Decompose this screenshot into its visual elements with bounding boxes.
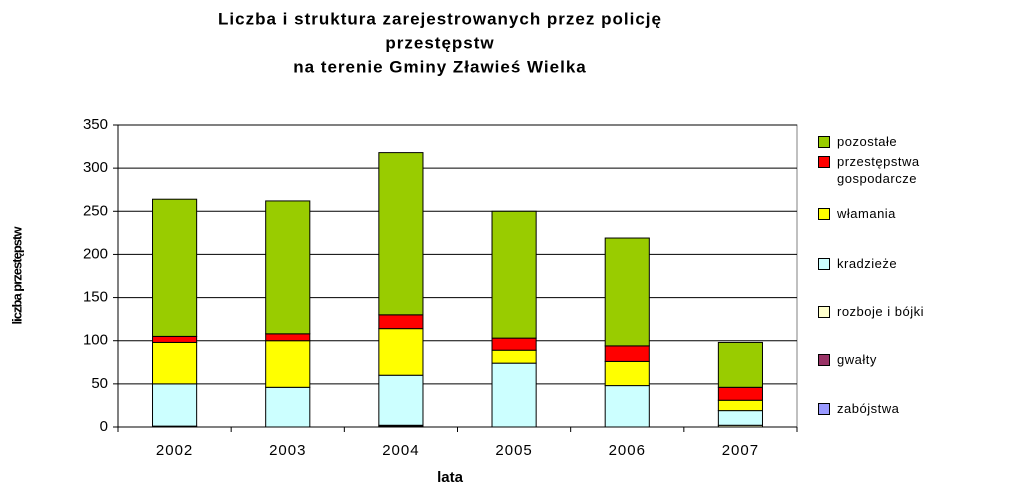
y-tick-label: 200: [83, 245, 108, 262]
legend-label: przestępstwa gospodarcze: [837, 154, 920, 186]
legend-item: rozboje i bójki: [818, 303, 1018, 320]
bar-segment: [717, 386, 763, 401]
y-axis-label: liczba przestępstw: [9, 226, 24, 325]
x-tick-label: 2005: [495, 442, 532, 459]
legend-item: przestępstwa gospodarcze: [818, 153, 1018, 187]
y-tick-label: 0: [100, 418, 108, 435]
chart-title: przestępstw: [385, 33, 494, 52]
legend-swatch: [818, 208, 830, 220]
legend-item: włamania: [818, 205, 1018, 222]
x-axis-label: lata: [437, 469, 464, 486]
chart-title: Liczba i struktura zarejestrowanych prze…: [218, 9, 662, 28]
bar-segment: [604, 345, 650, 362]
bar-segment: [152, 383, 198, 427]
bar-segment: [717, 399, 763, 412]
bar-segment: [491, 337, 537, 351]
x-tick-label: 2007: [722, 442, 759, 459]
y-tick-label: 100: [83, 332, 108, 349]
legend-label: pozostałe: [837, 134, 898, 149]
bar-segment: [378, 374, 424, 426]
bar-segment: [265, 340, 311, 388]
x-tick-label: 2004: [382, 442, 419, 459]
legend-item: pozostałe: [818, 133, 1018, 150]
bar-segment: [265, 386, 311, 428]
legend-swatch: [818, 156, 830, 168]
y-tick-label: 150: [83, 289, 108, 306]
legend-label: kradzieże: [837, 256, 898, 271]
legend-label: zabójstwa: [837, 401, 900, 416]
legend-label: gwałty: [837, 352, 877, 367]
legend-swatch: [818, 258, 830, 270]
legend-swatch: [818, 136, 830, 148]
bar-segment: [378, 314, 424, 330]
legend-swatch: [818, 403, 830, 415]
bar-segment: [265, 333, 311, 342]
x-tick-label: 2003: [269, 442, 306, 459]
y-tick-label: 350: [83, 116, 108, 133]
legend-item: kradzieże: [818, 255, 1018, 272]
bar-segment: [378, 152, 424, 316]
plot-area: [117, 124, 798, 428]
bar-segment: [378, 328, 424, 376]
x-tick-label: 2006: [609, 442, 646, 459]
bar-segment: [604, 360, 650, 387]
legend-label: rozboje i bójki: [837, 304, 924, 319]
legend-swatch: [818, 306, 830, 318]
chart-title: na terenie Gminy Zławieś Wielka: [293, 57, 587, 76]
bar-segment: [717, 410, 763, 426]
bar-segment: [491, 349, 537, 364]
legend-label: włamania: [837, 206, 896, 221]
y-tick-label: 300: [83, 159, 108, 176]
bar-segment: [604, 385, 650, 428]
bar-segment: [152, 198, 198, 337]
y-tick-label: 50: [91, 375, 108, 392]
bar-segment: [717, 341, 763, 388]
x-tick-label: 2002: [156, 442, 193, 459]
bar-segment: [152, 335, 198, 343]
bar-segment: [265, 200, 311, 335]
y-tick-label: 250: [83, 202, 108, 219]
legend-item: zabójstwa: [818, 400, 1018, 417]
legend-item: gwałty: [818, 351, 1018, 368]
bar-segment: [491, 210, 537, 339]
legend-swatch: [818, 354, 830, 366]
bar-segment: [152, 341, 198, 385]
bar-segment: [604, 237, 650, 347]
bar-segment: [491, 362, 537, 428]
